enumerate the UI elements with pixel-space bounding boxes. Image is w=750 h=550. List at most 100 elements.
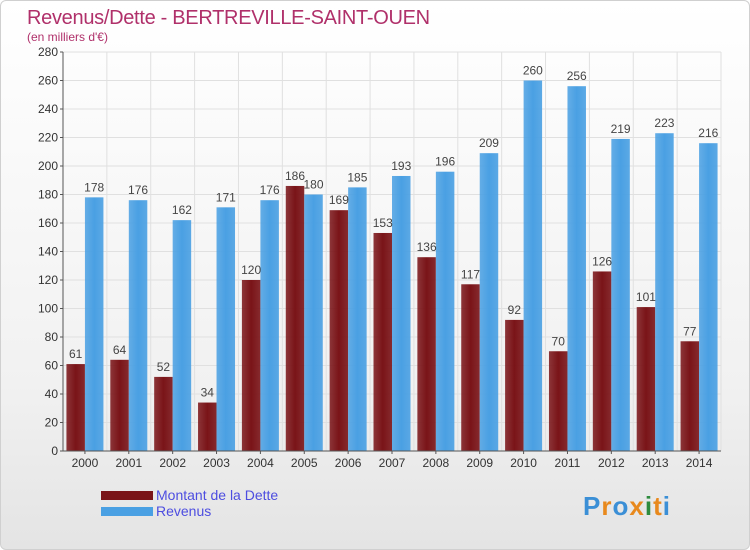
bar-revenue [611, 138, 630, 452]
bar-debt [285, 185, 305, 451]
logo-letter: i [662, 491, 671, 521]
data-label-revenue: 256 [567, 69, 587, 83]
bar-revenue [216, 207, 236, 451]
bar-revenue [567, 86, 586, 451]
data-label-revenue: 216 [698, 126, 718, 140]
x-tick-label: 2009 [466, 456, 493, 470]
y-tick-label: 0 [51, 444, 58, 458]
logo-letter: t [653, 491, 663, 521]
legend-swatch-debt [101, 490, 153, 500]
bar-revenue [479, 153, 499, 452]
logo-letter: o [612, 491, 630, 521]
logo-letter: r [601, 491, 613, 521]
bar-revenue [435, 171, 455, 451]
data-label-debt: 126 [592, 254, 612, 268]
data-label-debt: 61 [69, 347, 83, 361]
legend: Montant de la Dette Revenus [101, 487, 278, 519]
bar-debt [110, 359, 129, 451]
y-tick-label: 180 [38, 188, 58, 202]
x-tick-label: 2011 [555, 456, 581, 470]
bar-revenue [699, 143, 718, 451]
y-tick-label: 200 [38, 159, 58, 173]
data-label-revenue: 196 [435, 155, 455, 169]
bar-revenue [172, 220, 192, 451]
data-label-debt: 70 [552, 334, 566, 348]
y-tick-label: 280 [38, 45, 58, 59]
data-label-debt: 92 [508, 303, 522, 317]
chart-title: Revenus/Dette - BERTREVILLE-SAINT-OUEN [27, 7, 430, 29]
x-tick-label: 2010 [510, 456, 537, 470]
data-label-revenue: 162 [172, 203, 192, 217]
y-tick-label: 80 [45, 330, 59, 344]
data-label-debt: 34 [201, 386, 215, 400]
legend-item-debt: Montant de la Dette [101, 487, 278, 503]
x-tick-label: 2002 [159, 456, 186, 470]
legend-item-revenue: Revenus [101, 503, 278, 519]
data-label-revenue: 176 [260, 183, 280, 197]
bar-debt [417, 257, 436, 451]
y-tick-label: 60 [45, 359, 59, 373]
bar-revenue [304, 194, 323, 451]
logo-letter: i [644, 491, 654, 521]
x-tick-label: 2004 [247, 456, 274, 470]
y-tick-label: 120 [38, 273, 58, 287]
x-tick-label: 2000 [72, 456, 99, 470]
bar-debt [461, 284, 480, 451]
data-label-debt: 186 [285, 169, 305, 183]
data-label-debt: 101 [636, 290, 656, 304]
data-label-revenue: 209 [479, 136, 499, 150]
proxiti-logo: Proxiti [583, 491, 671, 522]
data-label-revenue: 171 [216, 190, 236, 204]
y-tick-label: 160 [38, 216, 58, 230]
data-label-revenue: 180 [304, 178, 324, 192]
data-label-revenue: 260 [523, 64, 543, 78]
bar-layer [66, 80, 718, 452]
chart-subtitle: (en milliers d'€) [27, 30, 108, 44]
x-tick-label: 2014 [686, 456, 713, 470]
bar-debt [329, 210, 349, 451]
bar-revenue [348, 187, 367, 451]
bar-debt [373, 232, 392, 451]
x-tick-label: 2013 [642, 456, 669, 470]
bar-debt [198, 402, 217, 451]
x-tick-label: 2008 [423, 456, 450, 470]
logo-letter: x [629, 491, 645, 521]
bar-debt [636, 307, 656, 451]
data-label-debt: 64 [113, 343, 127, 357]
x-tick-label: 2006 [335, 456, 362, 470]
y-tick-label: 220 [38, 131, 58, 145]
bar-debt [154, 376, 173, 451]
y-tick-label: 100 [38, 302, 58, 316]
bar-debt [548, 351, 568, 451]
x-tick-label: 2001 [115, 456, 142, 470]
x-tick-label: 2005 [291, 456, 318, 470]
data-label-revenue: 219 [611, 122, 631, 136]
data-label-revenue: 185 [347, 170, 367, 184]
legend-label-revenue: Revenus [156, 503, 212, 519]
x-tick-label: 2003 [203, 456, 230, 470]
bar-revenue [392, 175, 411, 451]
bar-revenue [523, 80, 543, 451]
y-tick-label: 40 [45, 387, 59, 401]
bar-debt [680, 341, 700, 451]
data-label-debt: 77 [683, 324, 697, 338]
data-label-revenue: 223 [654, 116, 674, 130]
y-tick-label: 240 [38, 102, 58, 116]
bar-debt [66, 364, 85, 451]
data-label-revenue: 178 [84, 180, 104, 194]
bar-debt [592, 271, 612, 451]
data-label-debt: 136 [417, 240, 437, 254]
bar-revenue [84, 197, 104, 451]
x-tick-label: 2012 [598, 456, 625, 470]
data-label-debt: 153 [373, 216, 393, 230]
y-tick-label: 20 [45, 416, 59, 430]
legend-label-debt: Montant de la Dette [156, 487, 279, 503]
data-label-debt: 52 [157, 360, 171, 374]
bar-debt [505, 319, 524, 451]
y-tick-label: 260 [38, 74, 58, 88]
data-label-debt: 169 [329, 193, 349, 207]
logo-letter: P [583, 491, 602, 521]
legend-swatch-revenue [101, 506, 153, 516]
